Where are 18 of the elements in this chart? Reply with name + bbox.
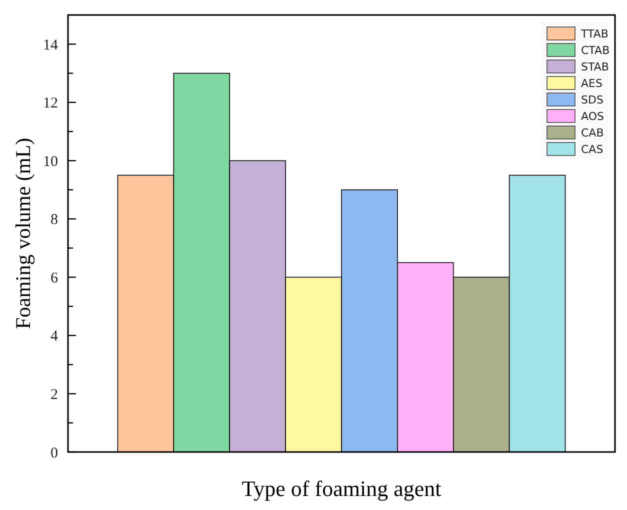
legend-label: CTAB <box>581 44 610 57</box>
y-tick-label: 4 <box>50 328 58 345</box>
legend-label: TTAB <box>580 28 608 40</box>
legend-label: STAB <box>581 60 609 74</box>
x-axis-title: Type of foaming agent <box>242 476 442 501</box>
y-tick-label: 2 <box>50 386 58 403</box>
y-tick-label: 0 <box>50 445 58 462</box>
y-tick-label: 14 <box>43 37 58 54</box>
legend-label: CAB <box>581 126 604 140</box>
y-tick-label: 10 <box>43 154 58 170</box>
legend-label: AOS <box>581 110 604 123</box>
legend-label: SDS <box>581 94 604 106</box>
y-tick-label: 12 <box>43 96 58 112</box>
y-tick-label: 8 <box>50 212 58 228</box>
y-tick-label: 6 <box>50 270 58 286</box>
legend-label: AES <box>581 77 602 90</box>
legend-label: CAS <box>581 143 604 156</box>
y-axis-title: Foaming volume (mL) <box>11 138 35 330</box>
